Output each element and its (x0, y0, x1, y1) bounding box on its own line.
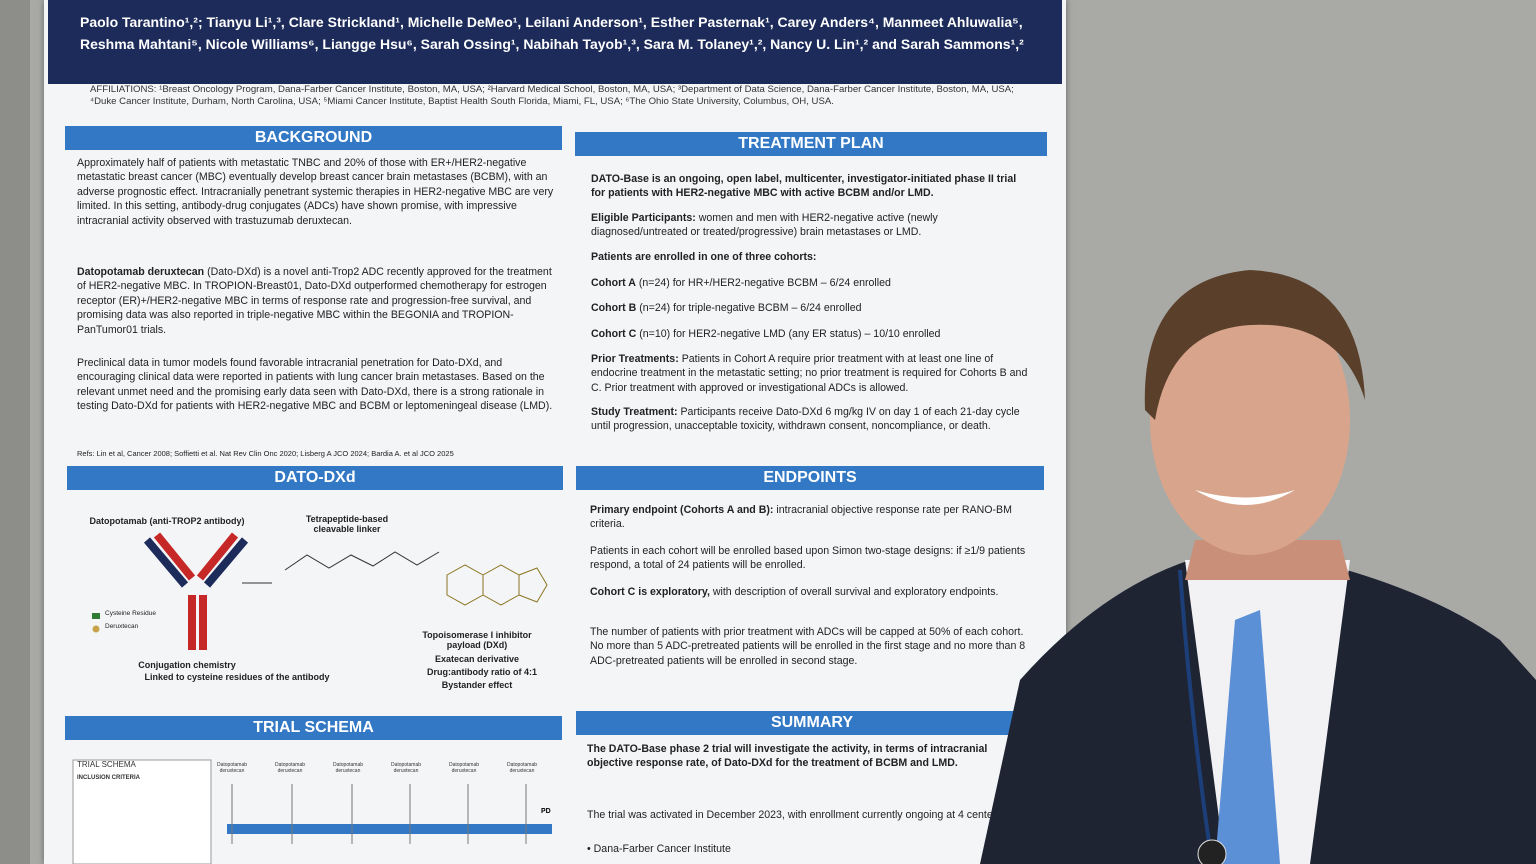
schema-step: Datopotamab deruxtecan (506, 762, 538, 774)
lanyard (1178, 569, 1212, 851)
paragraph: Cohort B (n=24) for triple-negative BCBM… (591, 301, 1031, 315)
paragraph: The number of patients with prior treatm… (590, 625, 1030, 668)
payload-structure (446, 564, 548, 606)
legend-swatch (92, 625, 100, 633)
affiliations: AFFILIATIONS: ¹Breast Oncology Program, … (90, 84, 1014, 107)
body-text: • Dana-Farber Cancer Institute (587, 843, 731, 855)
body-text: Preclinical data in tumor models found f… (77, 357, 553, 413)
schema-step: Datopotamab deruxtecan (332, 762, 364, 774)
figure-label: Tetrapeptide-based cleavable linker (305, 514, 389, 534)
figure-label: Drug:antibody ratio of 4:1 (427, 667, 537, 677)
lead-text: The DATO-Base phase 2 trial will investi… (587, 743, 988, 770)
paragraph: Primary endpoint (Cohorts A and B): intr… (590, 503, 1030, 532)
paragraph: Preclinical data in tumor models found f… (77, 356, 559, 414)
authors: Reshma Mahtani⁵, Nicole Williams⁶, Liang… (80, 36, 1024, 52)
schema-diagram (72, 759, 552, 864)
lead-text: Cohort B (591, 302, 637, 314)
lead-text: DATO-Base is an ongoing, open label, mul… (591, 173, 1017, 200)
paragraph: Cohort C is exploratory, with descriptio… (590, 585, 1030, 599)
criteria-box (72, 759, 212, 864)
figure-label: Exatecan derivative (434, 654, 520, 664)
body-text: women and men with HER2-negative active … (591, 212, 938, 239)
figure-label: Deruxtecan (105, 623, 139, 630)
paragraph: Cohort C (n=10) for HER2-negative LMD (a… (591, 327, 1031, 341)
paragraph: Prior Treatments: Patients in Cohort A r… (591, 352, 1031, 395)
body-text: (n=24) for HR+/HER2-negative BCBM – 6/24… (638, 277, 891, 289)
section-header: TREATMENT PLAN (575, 132, 1047, 156)
body-text: The number of patients with prior treatm… (590, 626, 1026, 667)
figure-label: Cysteine Residue (105, 610, 156, 617)
schema-label: INCLUSION CRITERIA (77, 775, 140, 781)
figure-label: Topoisomerase I inhibitor payload (DXd) (422, 630, 532, 650)
schema-label: TRIAL SCHEMA (77, 760, 136, 769)
lead-text: Cohort C (591, 328, 637, 340)
lead-text: Eligible Participants: (591, 212, 696, 224)
body-text: (n=10) for HER2-negative LMD (any ER sta… (639, 328, 941, 340)
paragraph: Refs: Lin et al, Cancer 2008; Soffietti … (77, 447, 559, 461)
schema-label: PD (541, 808, 551, 815)
body-text: Participants receive Dato-DXd 6 mg/kg IV… (591, 406, 1020, 433)
timeline-ticks (231, 784, 527, 844)
lead-text: Patients are enrolled in one of three co… (591, 251, 817, 263)
authors: Paolo Tarantino¹,²; Tianyu Li¹,³, Clare … (80, 14, 1023, 30)
body-text: The trial was activated in December 2023… (587, 809, 1005, 821)
body-text: (n=24) for triple-negative BCBM – 6/24 e… (639, 302, 862, 314)
figure-label: Linked to cysteine residues of the antib… (144, 672, 330, 682)
timeline (227, 824, 552, 834)
person (980, 270, 1536, 864)
lead-text: Study Treatment: (591, 406, 678, 418)
lead-text: Cohort C is exploratory, (590, 586, 710, 598)
schema-step: Datopotamab deruxtecan (448, 762, 480, 774)
tie (1215, 610, 1280, 864)
section-header: ENDPOINTS (576, 466, 1044, 490)
schema-step: Datopotamab deruxtecan (216, 762, 248, 774)
body-text: (Dato-DXd) is a novel anti-Trop2 ADC rec… (77, 266, 552, 336)
section-header: BACKGROUND (65, 126, 562, 150)
section-header: TRIAL SCHEMA (65, 716, 562, 740)
body-text: with description of overall survival and… (712, 586, 999, 598)
figure-label: Bystander effect (441, 680, 513, 690)
paragraph: The DATO-Base phase 2 trial will investi… (587, 742, 1017, 771)
figure-label: Conjugation chemistry (138, 660, 236, 670)
paragraph: Eligible Participants: women and men wit… (591, 211, 1031, 240)
lead-text: Cohort A (591, 277, 636, 289)
badge-clip (1197, 839, 1227, 864)
lead-text: Datopotamab deruxtecan (77, 266, 205, 278)
section-header: DATO-DXd (67, 466, 563, 490)
paragraph: Datopotamab deruxtecan (Dato-DXd) is a n… (77, 265, 559, 337)
body-text: Patients in each cohort will be enrolled… (590, 545, 1026, 572)
figure: Datopotamab (anti-TROP2 antibody) Tetrape… (67, 500, 563, 705)
smile (1195, 490, 1295, 505)
schema: TRIAL SCHEMA INCLUSION CRITERIA Datopotama… (67, 748, 563, 864)
lead-text: Prior Treatments: (591, 353, 679, 365)
lead-text: Primary endpoint (Cohorts A and B): (590, 504, 774, 516)
paragraph: DATO-Base is an ongoing, open label, mul… (591, 172, 1031, 201)
paragraph: Study Treatment: Participants receive Da… (591, 405, 1031, 434)
paragraph: Cohort A (n=24) for HR+/HER2-negative BC… (591, 276, 1031, 290)
face (1150, 285, 1350, 555)
schema-step: Datopotamab deruxtecan (390, 762, 422, 774)
molecule-diagram (92, 532, 548, 650)
schema-step: Datopotamab deruxtecan (274, 762, 306, 774)
paragraph: The trial was activated in December 2023… (587, 808, 1017, 822)
section-header: SUMMARY (576, 711, 1048, 735)
linker-structure (284, 551, 440, 571)
antibody-icon (143, 532, 249, 650)
hair (1144, 270, 1365, 420)
legend-swatch (92, 613, 100, 619)
wall-edge (0, 0, 30, 864)
body-text: Patients in Cohort A require prior treat… (591, 353, 1028, 394)
body-text: intracranial objective response rate per… (590, 504, 1012, 531)
figure-label: Datopotamab (anti-TROP2 antibody) (89, 516, 245, 526)
body-text: Approximately half of patients with meta… (77, 157, 554, 227)
paragraph: Patients are enrolled in one of three co… (591, 250, 1031, 264)
header-band (48, 0, 1062, 84)
body-text: Refs: Lin et al, Cancer 2008; Soffietti … (77, 449, 454, 458)
paragraph: Approximately half of patients with meta… (77, 156, 559, 228)
paragraph: • Dana-Farber Cancer Institute (587, 842, 1017, 856)
paragraph: Patients in each cohort will be enrolled… (590, 544, 1030, 573)
